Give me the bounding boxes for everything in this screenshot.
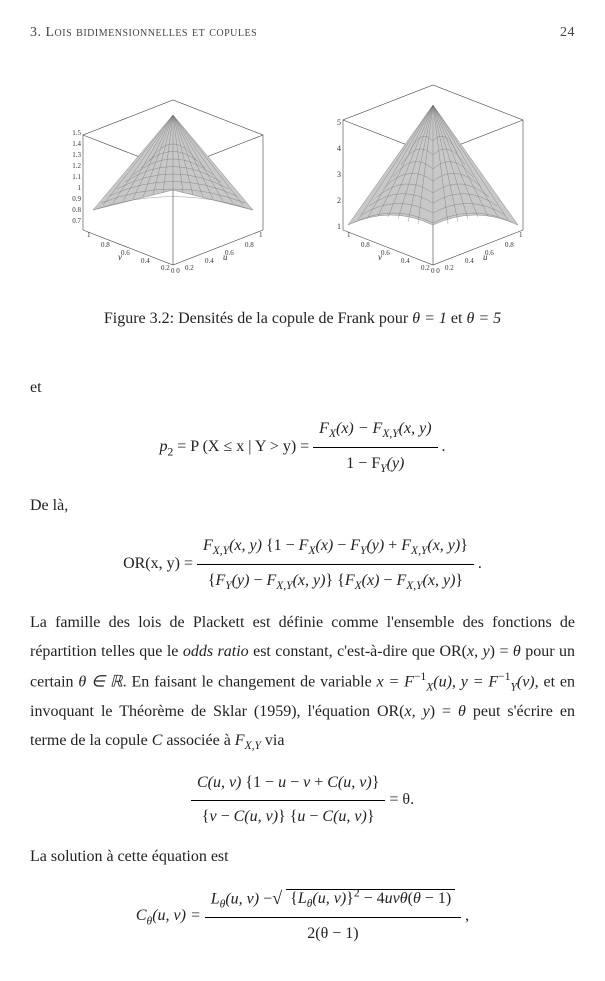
text-solution: La solution à cette équation est	[30, 843, 575, 872]
p1xch2: (u)	[433, 673, 452, 690]
figure-caption: Figure 3.2: Densités de la copule de Fra…	[30, 305, 575, 334]
svg-text:0.8: 0.8	[72, 206, 81, 214]
caption-theta1: θ = 1	[412, 310, 447, 327]
svg-text:0.7: 0.7	[72, 217, 81, 225]
svg-text:1.1: 1.1	[72, 173, 81, 181]
svg-text:1.3: 1.3	[72, 151, 81, 159]
eq-ctheta: Cθ(u, v) = Lθ(u, v) − {Lθ(u, v)}2 − 4uvθ…	[30, 884, 575, 949]
eq-p2: p2 = P (X ≤ x | Y > y) = FX(x) − FX,Y(x,…	[30, 415, 575, 480]
svg-text:3: 3	[337, 170, 341, 179]
caption-theta2: θ = 5	[466, 310, 501, 327]
svg-text:0.2: 0.2	[185, 264, 194, 272]
eq-p2-mid: = P (X ≤ x | Y > y) =	[173, 438, 313, 455]
p1xy2: x, y	[405, 703, 430, 720]
cth-den: 2(θ − 1)	[205, 918, 461, 949]
text-dela: De là,	[30, 492, 575, 521]
p2n1: F	[319, 420, 329, 437]
svg-text:0.6: 0.6	[485, 249, 494, 257]
svg-text:1.2: 1.2	[72, 162, 81, 170]
density-plot-theta1: 1.51.41.3 1.21.11 0.90.80.7 vu 0.80.60.4…	[63, 75, 283, 275]
eq-or: OR(x, y) = FX,Y(x, y) {1 − FX(x) − FY(y)…	[30, 532, 575, 597]
ceq-rhs: = θ.	[385, 791, 414, 808]
svg-text:1.5: 1.5	[72, 129, 81, 137]
p1yc: ,	[452, 673, 461, 690]
page-header: 3. Lois bidimensionnelles et copules 24	[30, 20, 575, 45]
or-dot: .	[474, 555, 482, 572]
svg-text:1: 1	[519, 231, 523, 239]
p1theta2: θ	[458, 703, 466, 720]
svg-text:0.8: 0.8	[245, 241, 254, 249]
p1odds: odds ratio	[183, 643, 249, 660]
svg-text:5: 5	[337, 118, 341, 127]
or-lhs: OR(x, y) =	[123, 555, 197, 572]
cth-period: ,	[461, 907, 469, 924]
p1e: . En faisant le changement de variable	[123, 673, 377, 690]
svg-text:0.6: 0.6	[381, 249, 390, 257]
p2n4: X,Y	[382, 428, 398, 440]
svg-text:0.8: 0.8	[361, 241, 370, 249]
p1xch: x = F	[377, 673, 414, 690]
p1xy: x, y	[467, 643, 490, 660]
svg-text:1.4: 1.4	[72, 140, 81, 148]
svg-text:0.6: 0.6	[225, 249, 234, 257]
svg-text:1: 1	[87, 231, 91, 239]
p2d3: (y)	[387, 455, 405, 472]
p1c2: ) =	[430, 703, 458, 720]
figure-row: 1.51.41.3 1.21.11 0.90.80.7 vu 0.80.60.4…	[30, 75, 575, 275]
svg-text:0.2: 0.2	[421, 264, 430, 272]
header-right: 24	[560, 20, 575, 45]
p2n5: (x, y)	[399, 420, 432, 437]
p1ych: y = F	[461, 673, 498, 690]
cth-lhs: C	[136, 907, 147, 924]
cth-par: (u, v) =	[152, 907, 205, 924]
svg-text:4: 4	[337, 144, 341, 153]
svg-text:1: 1	[337, 222, 341, 231]
text-et: et	[30, 374, 575, 403]
para-plackett: La famille des lois de Plackett est défi…	[30, 609, 575, 757]
p2n2: X	[329, 428, 336, 440]
svg-text:0.4: 0.4	[465, 257, 474, 265]
caption-prefix: Figure 3.2: Densités de la copule de Fra…	[104, 310, 412, 327]
svg-text:0.9: 0.9	[72, 195, 81, 203]
svg-text:1: 1	[259, 231, 263, 239]
svg-text:0.2: 0.2	[161, 264, 170, 272]
p1c: ) =	[490, 643, 513, 660]
caption-and: et	[447, 310, 467, 327]
svg-text:0.4: 0.4	[205, 257, 214, 265]
svg-text:0 0: 0 0	[431, 267, 440, 275]
svg-text:1: 1	[347, 231, 351, 239]
density-plot-theta5: 54321 vu 0.80.60.40.2 0 0 0.20.40.60.8 1…	[323, 75, 543, 275]
p2d1: 1 − F	[346, 455, 380, 472]
svg-text:0.8: 0.8	[101, 241, 110, 249]
p1fxy: F	[235, 732, 245, 749]
p2-dot: .	[438, 438, 446, 455]
p1h: associée à	[162, 732, 234, 749]
p1thetaR: θ ∈ ℝ	[78, 673, 122, 690]
p1b: est constant, c'est-à-dire que OR(	[249, 643, 467, 660]
svg-text:2: 2	[337, 196, 341, 205]
svg-text:0.6: 0.6	[121, 249, 130, 257]
p1theta: θ	[513, 643, 521, 660]
svg-text:0 0: 0 0	[171, 267, 180, 275]
p1via: via	[261, 732, 285, 749]
svg-text:0.8: 0.8	[505, 241, 514, 249]
svg-text:0.4: 0.4	[141, 257, 150, 265]
svg-text:0.2: 0.2	[445, 264, 454, 272]
eq-copula: C(u, v) {1 − u − v + C(u, v)} {v − C(u, …	[30, 769, 575, 832]
p1C: C	[152, 732, 163, 749]
p2n3: (x) − F	[336, 420, 382, 437]
p1ych2: (v)	[517, 673, 535, 690]
svg-text:1: 1	[77, 184, 81, 192]
header-left: 3. Lois bidimensionnelles et copules	[30, 20, 257, 45]
svg-text:0.4: 0.4	[401, 257, 410, 265]
